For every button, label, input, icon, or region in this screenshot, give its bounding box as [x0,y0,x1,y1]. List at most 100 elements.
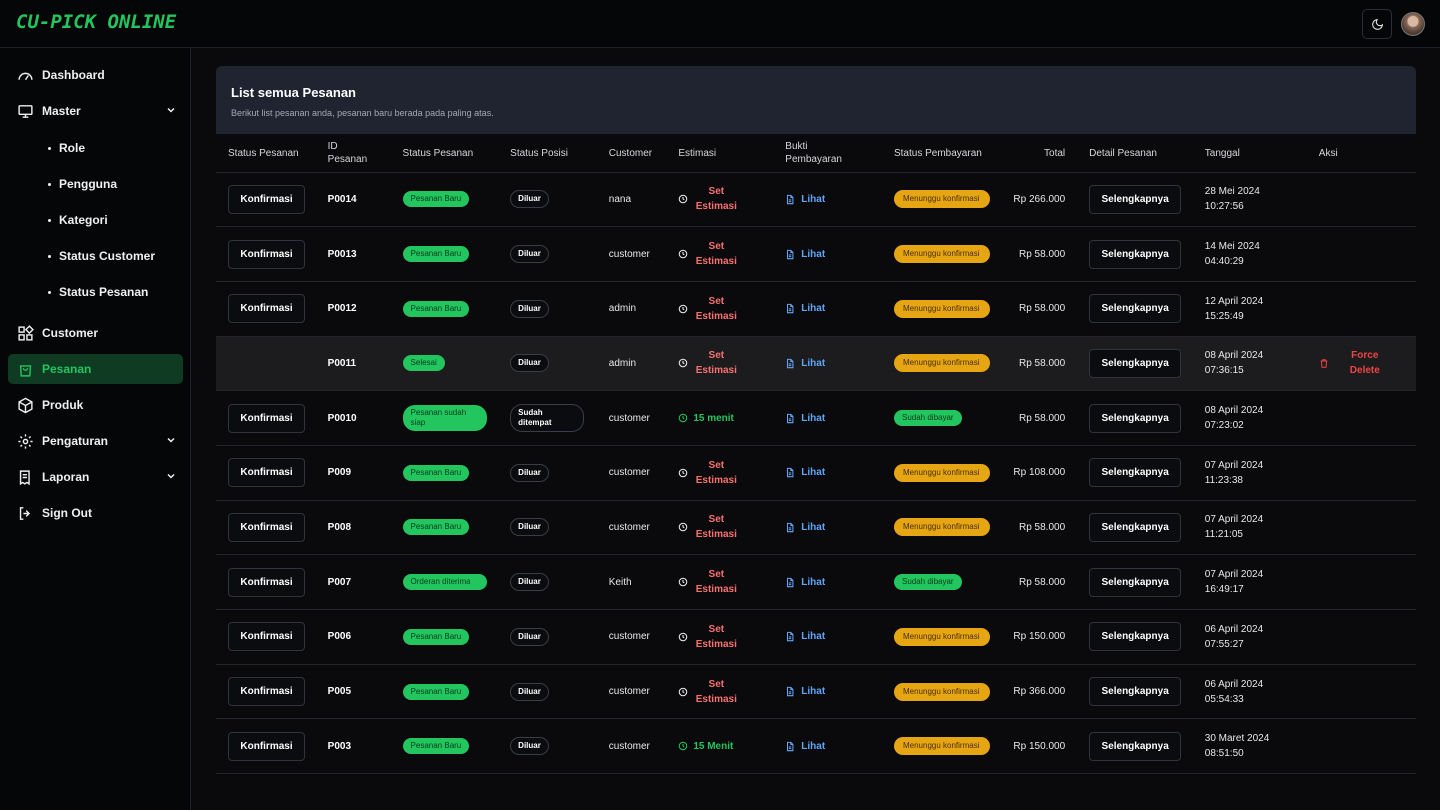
sidebar-subitem-label: Status Customer [59,249,156,263]
estimasi-button[interactable]: Set Estimasi [678,348,773,378]
konfirmasi-button[interactable]: Konfirmasi [228,458,305,488]
lihat-link[interactable]: Lihat [785,577,882,588]
lihat-link[interactable]: Lihat [785,631,882,642]
sidebar-item-customer[interactable]: Customer [8,318,183,348]
selengkapnya-button[interactable]: Selengkapnya [1089,567,1182,597]
konfirmasi-button[interactable]: Konfirmasi [228,677,305,707]
cell-tanggal: 14 Mei 2024 04:40:29 [1192,226,1307,282]
sidebar-item-label: Produk [42,398,84,412]
selengkapnya-button[interactable]: Selengkapnya [1089,348,1182,378]
sidebar-item-sign-out[interactable]: Sign Out [8,498,183,528]
sidebar-item-pengaturan[interactable]: Pengaturan [8,426,183,456]
cell-bukti: Lihat [773,664,882,720]
cell-estimasi: Set Estimasi [666,226,774,282]
sidebar-subitem-role[interactable]: Role [48,141,85,155]
konfirmasi-button[interactable]: Konfirmasi [228,567,305,597]
cell-estimasi: Set Estimasi [666,609,774,665]
selengkapnya-button[interactable]: Selengkapnya [1089,184,1182,214]
estimasi-button[interactable]: Set Estimasi [678,567,773,597]
top-bar: CU-PICK ONLINE [0,0,1440,48]
cell-bukti: Lihat [773,500,882,556]
cell-action: Konfirmasi [216,172,316,228]
estimasi-label: Set Estimasi [695,295,737,322]
status-badge: Pesanan Baru [402,738,470,755]
estimasi-button[interactable]: Set Estimasi [678,622,773,652]
payment-status-badge: Menunggu konfirmasi [893,518,990,537]
selengkapnya-button[interactable]: Selengkapnya [1089,622,1182,652]
status-badge: Pesanan Baru [402,300,470,317]
sidebar-subitem-kategori[interactable]: Kategori [48,213,108,227]
konfirmasi-button[interactable]: Konfirmasi [228,403,305,433]
selengkapnya-button[interactable]: Selengkapnya [1089,403,1182,433]
estimasi-label: Set Estimasi [695,514,737,541]
estimasi-button[interactable]: Set Estimasi [678,294,773,324]
lihat-link[interactable]: Lihat [785,686,882,697]
cell-aksi [1306,554,1416,610]
app-logo[interactable]: CU-PICK ONLINE [16,11,177,33]
lihat-link[interactable]: Lihat [785,467,882,478]
order-date: 06 April 2024 [1204,678,1264,690]
status-badge: Orderan diterima [402,574,487,591]
order-time: 07:55:27 [1204,638,1244,650]
cell-tanggal: 06 April 2024 05:54:33 [1192,664,1307,720]
konfirmasi-button[interactable]: Konfirmasi [228,731,305,761]
order-date: 08 April 2024 [1204,405,1264,417]
lihat-link[interactable]: Lihat [785,358,882,369]
konfirmasi-button[interactable]: Konfirmasi [228,622,305,652]
cell-posisi: Diluar [498,664,597,720]
estimasi-button[interactable]: 15 Menit [678,741,773,752]
konfirmasi-button[interactable]: Konfirmasi [228,184,305,214]
cell-customer: admin [596,336,667,392]
estimasi-button[interactable]: 15 menit [678,413,773,424]
sidebar-subitem-status-customer[interactable]: Status Customer [48,249,155,263]
lihat-link[interactable]: Lihat [785,522,882,533]
cell-total: Rp 58.000 [989,554,1078,610]
customer-name: customer [608,521,650,533]
table-row: Konfirmasi P005 Pesanan Baru Diluar cust… [216,664,1416,720]
estimasi-button[interactable]: Set Estimasi [678,677,773,707]
cell-customer: customer [596,718,667,775]
selengkapnya-button[interactable]: Selengkapnya [1089,677,1182,707]
lihat-label: Lihat [801,686,826,698]
cell-pembayaran: Menunggu konfirmasi [881,336,990,392]
selengkapnya-button[interactable]: Selengkapnya [1089,458,1182,488]
cell-bukti: Lihat [773,554,882,610]
sidebar-item-dashboard[interactable]: Dashboard [8,60,183,90]
lihat-link[interactable]: Lihat [785,741,882,752]
customer-name: customer [608,248,650,260]
cell-customer: customer [596,226,667,282]
theme-toggle-button[interactable] [1362,9,1392,39]
lihat-link[interactable]: Lihat [785,249,882,260]
cell-id: P0013 [315,226,391,282]
estimasi-button[interactable]: Set Estimasi [678,184,773,214]
sidebar-item-produk[interactable]: Produk [8,390,183,420]
sidebar-item-pesanan[interactable]: Pesanan [8,354,183,384]
selengkapnya-button[interactable]: Selengkapnya [1089,239,1182,269]
cell-estimasi: Set Estimasi [666,281,774,337]
order-date: 08 April 2024 [1204,350,1264,362]
sidebar-item-master[interactable]: Master [8,96,183,126]
selengkapnya-button[interactable]: Selengkapnya [1089,294,1182,324]
lihat-link[interactable]: Lihat [785,413,882,424]
lihat-link[interactable]: Lihat [785,303,882,314]
cell-customer: customer [596,445,667,501]
lihat-link[interactable]: Lihat [785,194,882,205]
force-delete-button[interactable]: Force Delete [1319,348,1416,378]
order-time: 07:23:02 [1204,420,1244,432]
konfirmasi-button[interactable]: Konfirmasi [228,294,305,324]
konfirmasi-button[interactable]: Konfirmasi [228,512,305,542]
order-date: 14 Mei 2024 [1204,241,1260,253]
sidebar-subitem-pengguna[interactable]: Pengguna [48,177,117,191]
selengkapnya-button[interactable]: Selengkapnya [1089,731,1182,761]
column-header: Tanggal [1192,135,1307,173]
file-icon [787,468,794,478]
konfirmasi-button[interactable]: Konfirmasi [228,239,305,269]
cell-pembayaran: Menunggu konfirmasi [881,718,990,775]
estimasi-button[interactable]: Set Estimasi [678,458,773,488]
sidebar-item-laporan[interactable]: Laporan [8,462,183,492]
selengkapnya-button[interactable]: Selengkapnya [1089,512,1182,542]
user-avatar[interactable] [1401,12,1425,36]
estimasi-button[interactable]: Set Estimasi [678,512,773,542]
sidebar-subitem-status-pesanan[interactable]: Status Pesanan [48,285,148,299]
estimasi-button[interactable]: Set Estimasi [678,239,773,269]
